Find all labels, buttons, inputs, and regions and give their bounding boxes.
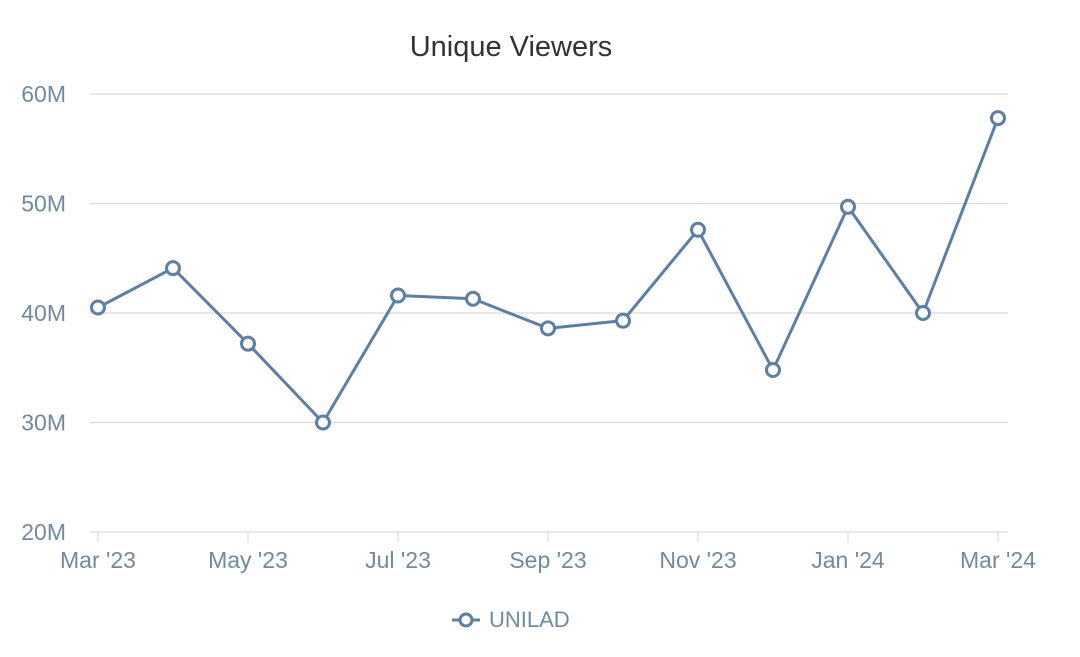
- x-tick-label: May '23: [208, 547, 288, 573]
- legend-label-unilad: UNILAD: [489, 607, 570, 632]
- legend[interactable]: UNILAD: [452, 607, 570, 632]
- x-tick-label: Nov '23: [659, 547, 736, 573]
- x-tick-label: Mar '23: [60, 547, 136, 573]
- data-point[interactable]: [465, 290, 481, 307]
- data-point[interactable]: [165, 260, 181, 277]
- y-tick-label: 50M: [21, 191, 66, 217]
- data-point[interactable]: [690, 221, 706, 238]
- y-tick-label: 60M: [21, 81, 66, 107]
- y-axis-labels: 20M 30M 40M 50M 60M: [21, 81, 66, 545]
- data-point[interactable]: [615, 312, 631, 329]
- y-tick-label: 40M: [21, 300, 66, 326]
- data-point[interactable]: [540, 320, 556, 337]
- series-line-unilad: [97, 117, 1000, 424]
- grid-lines: [90, 93, 1008, 533]
- legend-marker-icon: [458, 612, 474, 628]
- x-tick-label: Jan '24: [811, 547, 885, 573]
- x-tick-label: Mar '24: [960, 547, 1036, 573]
- data-point[interactable]: [240, 335, 256, 352]
- data-point[interactable]: [90, 299, 106, 316]
- x-tick-label: Sep '23: [509, 547, 586, 573]
- y-tick-label: 20M: [21, 519, 66, 545]
- series-layer: [90, 110, 1006, 431]
- data-point[interactable]: [390, 287, 406, 304]
- data-point[interactable]: [915, 305, 931, 321]
- chart-title: Unique Viewers: [410, 31, 613, 63]
- data-point[interactable]: [315, 414, 331, 431]
- x-tick-label: Jul '23: [365, 547, 431, 573]
- data-point[interactable]: [990, 110, 1006, 127]
- data-point[interactable]: [765, 361, 781, 378]
- data-point[interactable]: [840, 198, 856, 215]
- x-axis: Mar '23 May '23 Jul '23 Sep '23 Nov '23 Jan '…: [60, 532, 1036, 573]
- y-tick-label: 30M: [21, 410, 66, 436]
